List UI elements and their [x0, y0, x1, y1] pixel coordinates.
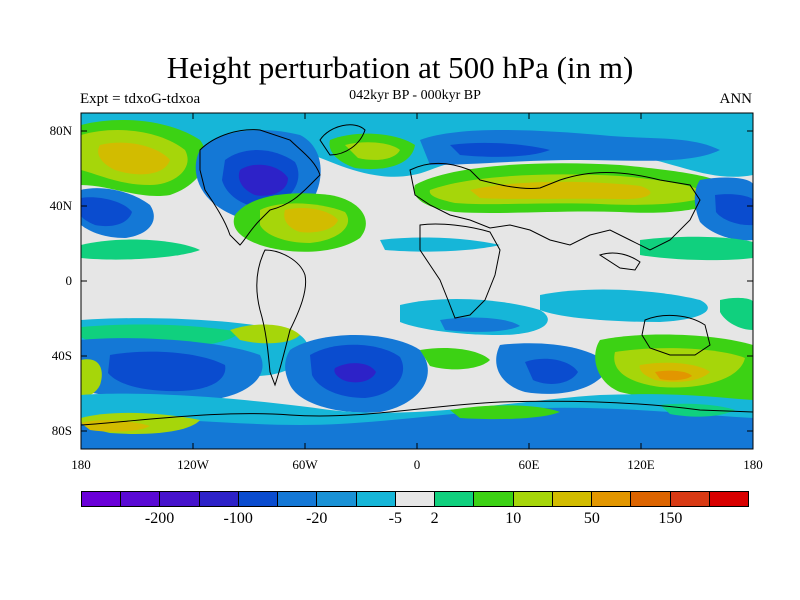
colorbar-cell — [317, 492, 357, 506]
colorbar-cell — [592, 492, 632, 506]
colorbar-cell — [709, 492, 748, 506]
contour-band — [525, 358, 578, 384]
contour-band — [108, 351, 226, 392]
contour-band — [345, 142, 400, 160]
colorbar-cell — [513, 492, 553, 506]
coast-north-america — [199, 129, 321, 246]
contour-band — [720, 297, 753, 330]
contour-band — [284, 208, 338, 233]
lon-tick-label: 180 — [71, 457, 91, 472]
colorbar-label: -20 — [306, 510, 328, 527]
contour-band — [81, 359, 102, 397]
lon-tick-label: 60E — [518, 457, 540, 472]
colorbar-cell — [199, 492, 239, 506]
contour-band — [81, 420, 150, 432]
lon-tick-label: 120W — [177, 457, 209, 472]
colorbar-label: 50 — [583, 510, 600, 527]
contour-band — [540, 289, 708, 322]
period-label: 042kyr BP - 000kyr BP — [349, 88, 481, 103]
colorbar-label: -100 — [223, 510, 253, 527]
lon-tick-label: 180 — [743, 457, 763, 472]
contour-field — [81, 113, 753, 449]
colorbar-label: 10 — [505, 510, 522, 527]
lon-tick-label: 120E — [627, 457, 655, 472]
coast-eurasia — [409, 162, 701, 251]
colorbar-cell — [670, 492, 710, 506]
lat-tick-label: 80S — [51, 423, 72, 438]
experiment-label: Expt = tdxoG-tdxoa — [80, 91, 201, 107]
colorbar-label: 2 — [430, 510, 439, 527]
lat-tick-label: 80N — [49, 123, 72, 138]
colorbar-cell — [474, 492, 514, 506]
contour-band — [81, 407, 753, 449]
contour-band — [440, 317, 520, 332]
coast-australia — [641, 315, 711, 356]
contour-band — [334, 363, 376, 383]
lat-tick-label: 40S — [51, 348, 72, 363]
contour-band — [420, 348, 490, 370]
coast-antarctica — [81, 400, 753, 426]
colorbar-cell — [552, 492, 593, 506]
colorbar-cell — [238, 492, 279, 506]
coast-africa — [419, 223, 501, 319]
colorbar-cell — [82, 492, 122, 506]
lat-tick-label: 40N — [49, 198, 72, 213]
colorbar-cell — [631, 492, 671, 506]
colorbar-cell — [356, 492, 396, 506]
season-label: ANN — [719, 91, 753, 107]
contour-band — [380, 237, 500, 252]
contour-band — [715, 194, 753, 226]
colorbar-cell — [435, 492, 475, 506]
colorbar-cell — [160, 492, 200, 506]
lat-tick-label: 0 — [65, 273, 73, 288]
map-title: Height perturbation at 500 hPa (in m) — [166, 50, 634, 85]
contour-band — [655, 370, 692, 381]
coast-indonesia — [598, 252, 641, 271]
contour-band — [81, 239, 200, 260]
coastlines — [81, 124, 753, 426]
colorbar-cell — [395, 492, 436, 506]
contour-band — [450, 142, 550, 157]
lon-tick-label: 60W — [292, 457, 318, 472]
contour-band — [81, 197, 132, 227]
colorbar-cell — [121, 492, 161, 506]
contour-band — [98, 142, 170, 175]
colorbar-label: -5 — [388, 510, 402, 527]
contour-band — [640, 236, 753, 261]
colorbar-label: 150 — [658, 510, 683, 527]
coast-greenland — [319, 124, 366, 156]
contour-band — [450, 405, 560, 420]
colorbar-cell — [278, 492, 318, 506]
lon-tick-label: 0 — [413, 457, 421, 472]
coast-south-america — [256, 249, 307, 387]
colorbar-label: -200 — [144, 510, 175, 527]
colorbar — [81, 491, 749, 507]
contour-band — [470, 181, 651, 200]
axis-ticks — [80, 113, 754, 449]
contour-band — [238, 164, 288, 196]
